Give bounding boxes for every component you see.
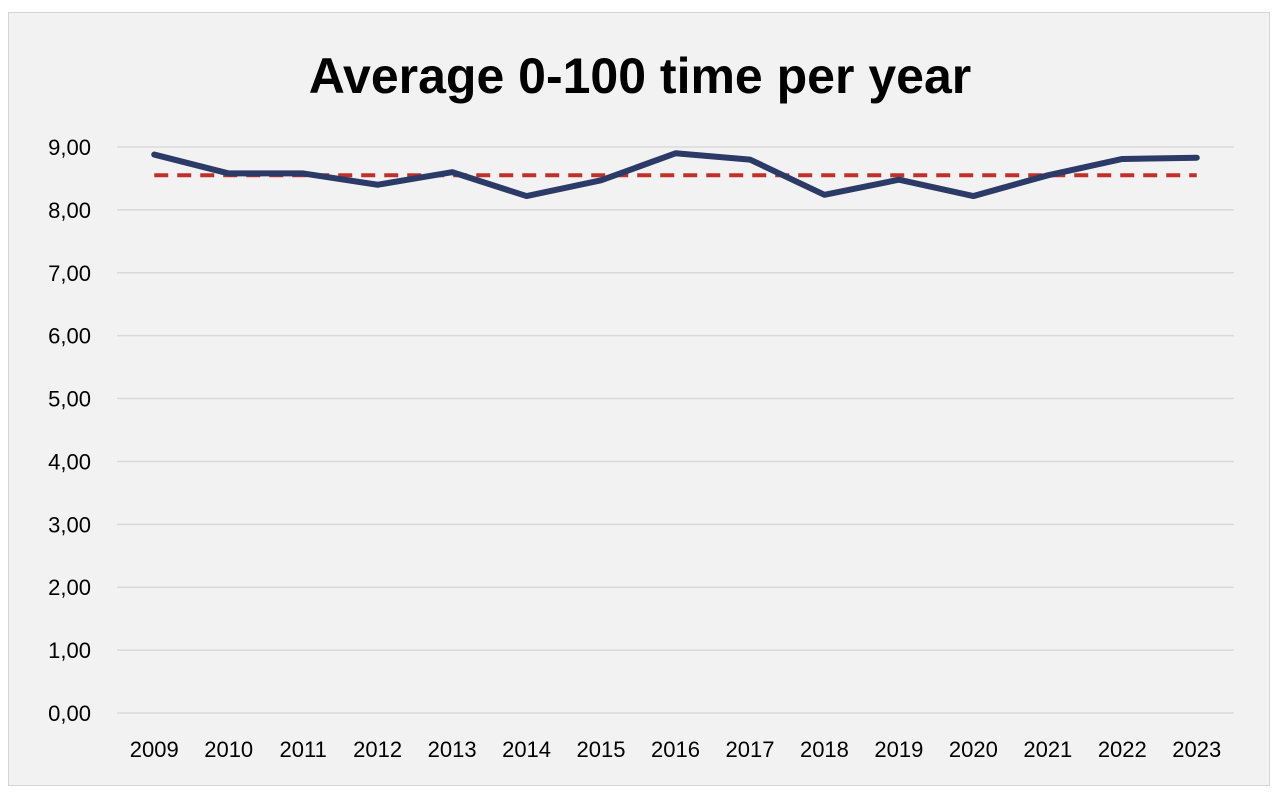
x-tick-label: 2018	[800, 737, 849, 762]
y-tick-label: 4,00	[48, 449, 91, 474]
x-tick-label: 2016	[651, 737, 700, 762]
y-tick-label: 3,00	[48, 512, 91, 537]
x-tick-label: 2011	[280, 737, 327, 762]
x-tick-label: 2022	[1098, 737, 1147, 762]
x-tick-label: 2009	[130, 737, 179, 762]
x-tick-label: 2019	[874, 737, 923, 762]
x-tick-label: 2021	[1023, 737, 1072, 762]
chart-title: Average 0-100 time per year	[309, 48, 971, 104]
y-tick-label: 6,00	[48, 324, 91, 349]
line-chart: Average 0-100 time per year 0,00 1,00 2,00…	[48, 48, 1234, 762]
gridlines	[117, 146, 1234, 714]
x-tick-label: 2010	[204, 737, 253, 762]
y-tick-label: 2,00	[48, 575, 91, 600]
y-tick-label: 0,00	[48, 701, 91, 726]
y-axis: 0,00 1,00 2,00 3,00 4,00 5,00 6,00 7,00 8,00 9,00	[48, 135, 91, 726]
x-axis: 2009 2010 2011 2012 2013 2014 2015 2016 2017 2018…	[130, 737, 1221, 762]
x-tick-label: 2014	[502, 737, 551, 762]
x-tick-label: 2012	[353, 737, 402, 762]
x-tick-label: 2015	[577, 737, 626, 762]
x-tick-label: 2020	[949, 737, 998, 762]
time-series-line	[151, 150, 1200, 200]
x-tick-label: 2023	[1172, 737, 1221, 762]
chart-area: Average 0-100 time per year 0,00 1,00 2,00…	[8, 12, 1270, 786]
y-tick-label: 8,00	[48, 198, 91, 223]
y-tick-label: 7,00	[48, 261, 91, 286]
y-tick-label: 1,00	[48, 638, 91, 663]
y-tick-label: 5,00	[48, 387, 91, 412]
x-tick-label: 2013	[428, 737, 477, 762]
y-tick-label: 9,00	[48, 135, 91, 160]
x-tick-label: 2017	[725, 737, 774, 762]
series-lines	[151, 150, 1200, 200]
